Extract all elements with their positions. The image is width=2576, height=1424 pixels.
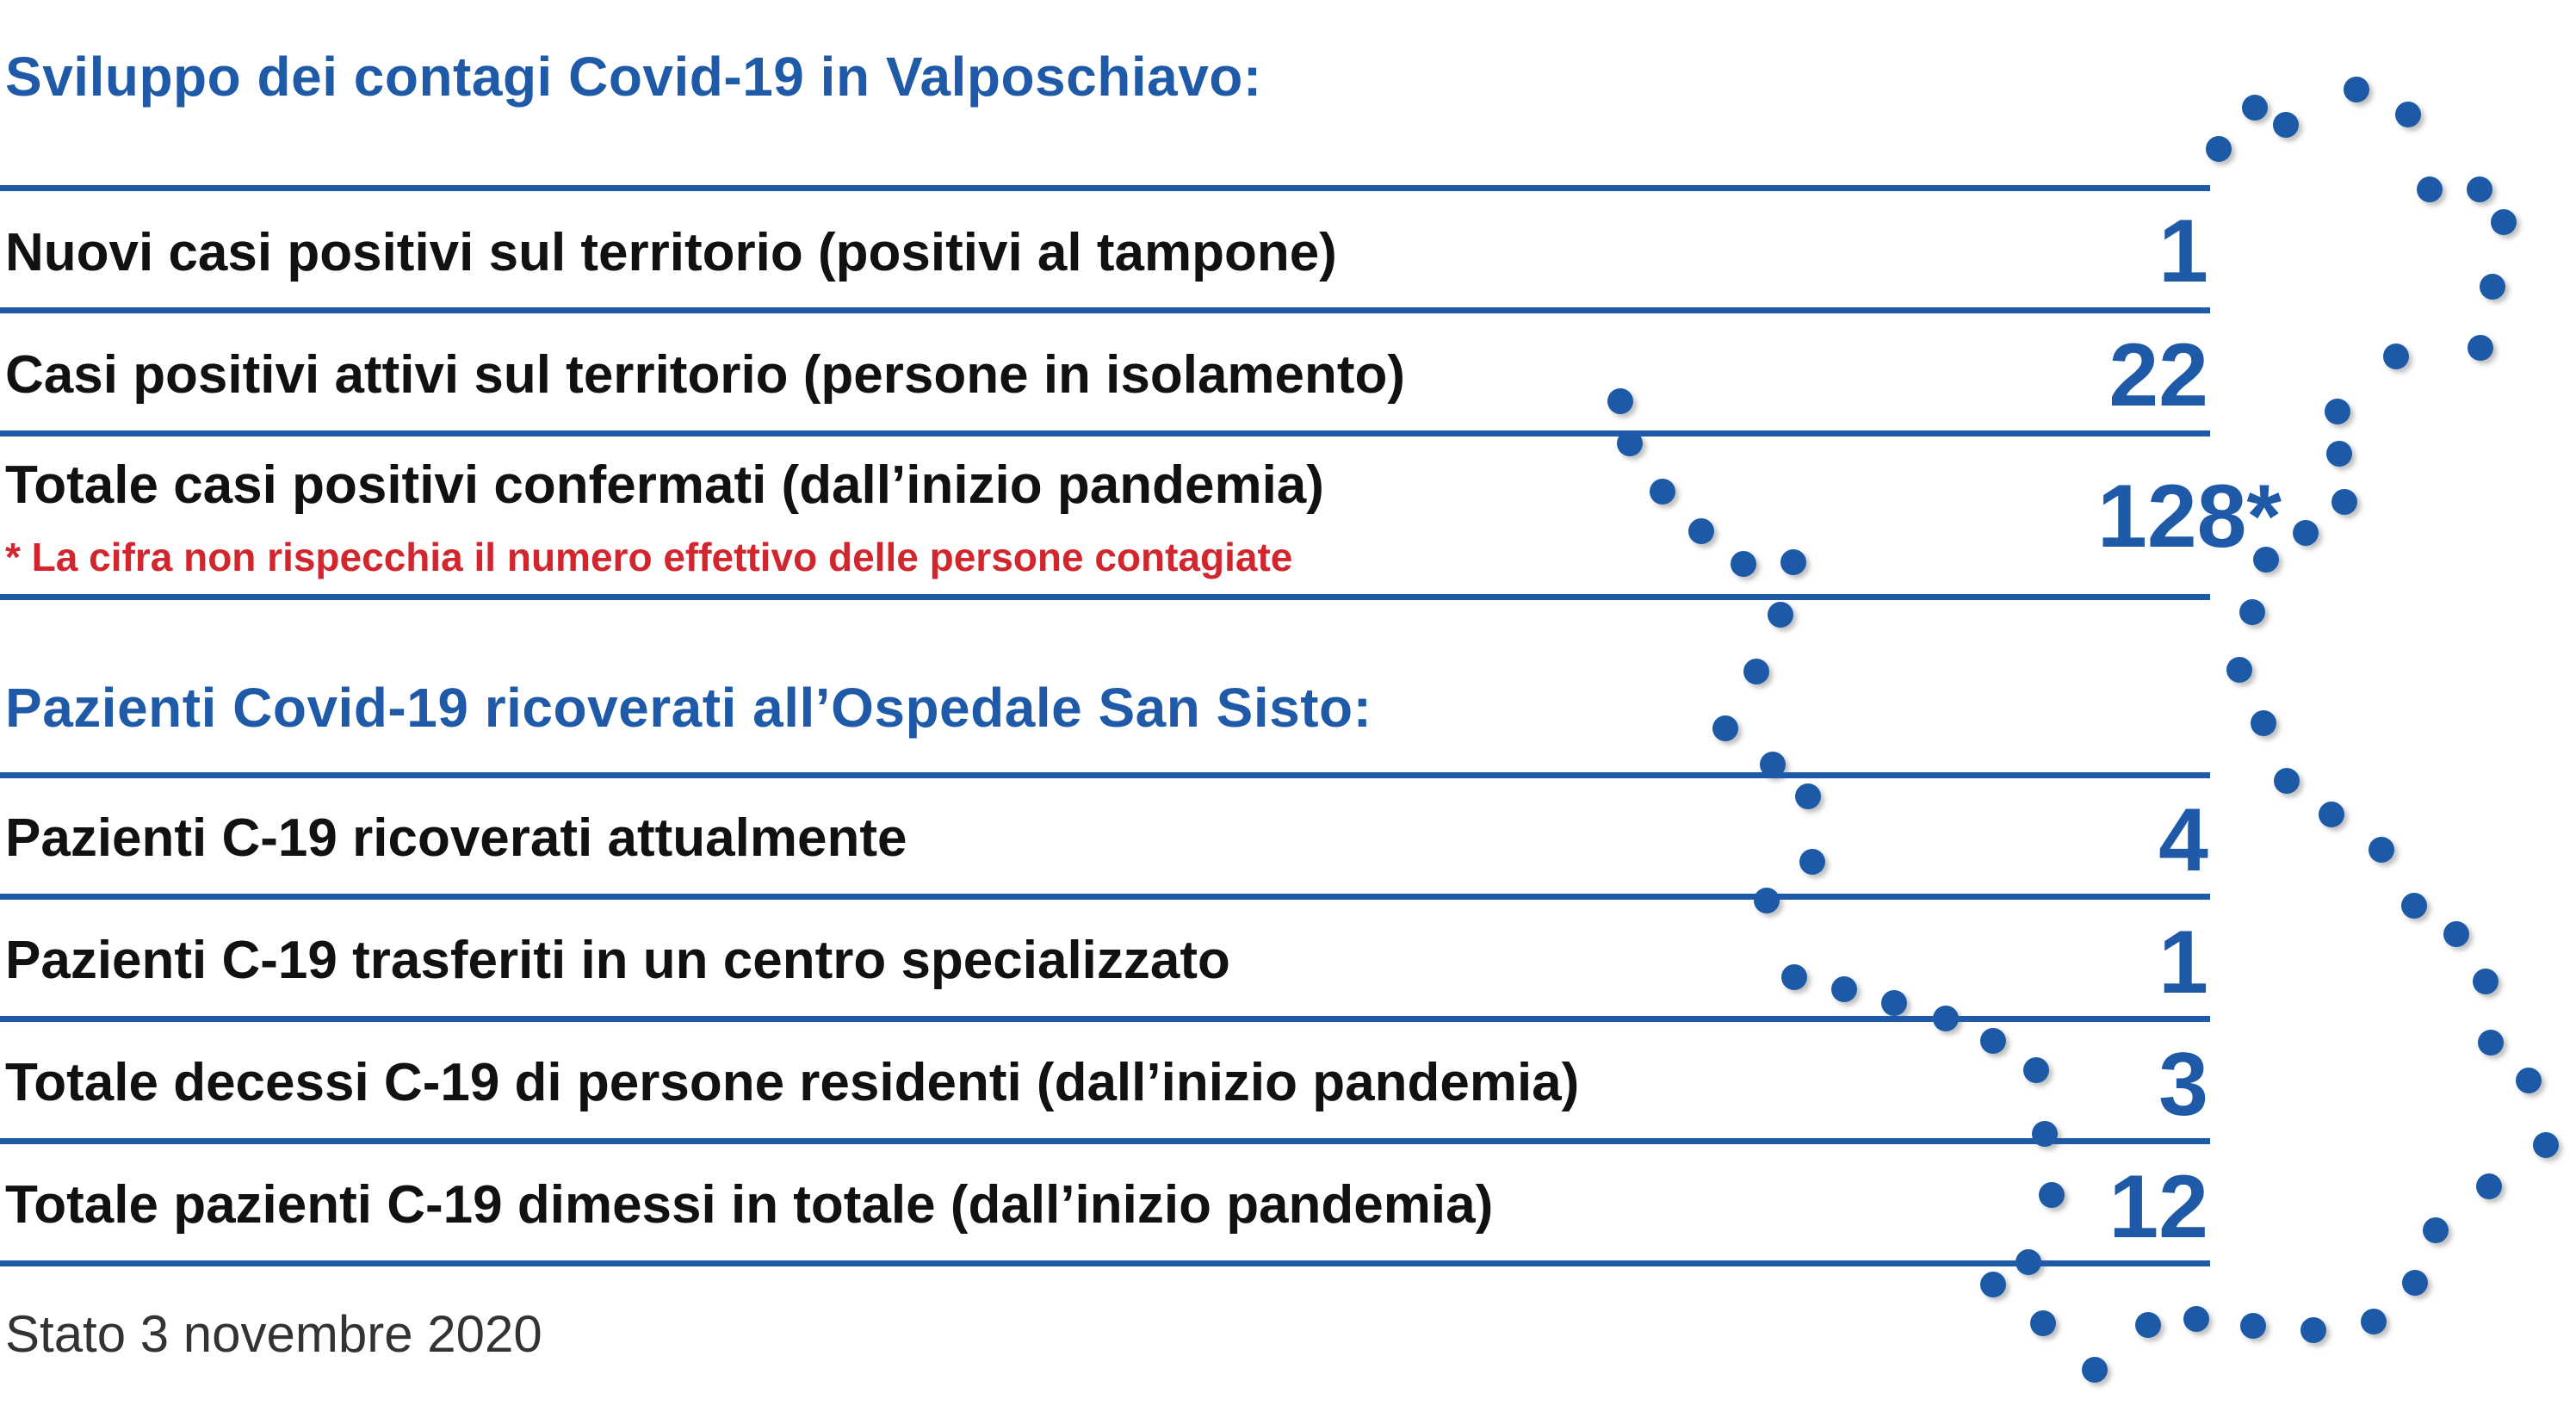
row-value-ricoverati: 4 bbox=[2158, 790, 2208, 890]
map-dot bbox=[1688, 518, 1714, 544]
map-dot bbox=[1831, 976, 1857, 1002]
map-dot bbox=[2401, 893, 2427, 919]
map-dot bbox=[2135, 1312, 2161, 1338]
map-dot bbox=[1712, 715, 1738, 741]
map-dot bbox=[2326, 441, 2352, 467]
row-value-decessi: 3 bbox=[2158, 1035, 2208, 1135]
map-dot bbox=[2253, 547, 2279, 573]
map-dot bbox=[1768, 602, 1793, 628]
map-dot bbox=[2319, 802, 2344, 827]
map-dot bbox=[2533, 1132, 2559, 1158]
footnote-casi: * La cifra non rispecchia il numero effe… bbox=[5, 535, 1293, 579]
map-dot bbox=[1881, 990, 1907, 1016]
map-dot bbox=[2361, 1309, 2387, 1334]
map-dot bbox=[2300, 1317, 2326, 1343]
map-dot bbox=[2478, 1030, 2504, 1056]
map-dot bbox=[1754, 888, 1780, 913]
map-dot bbox=[2226, 657, 2252, 683]
row-value-totale-casi: 128* bbox=[2097, 467, 2282, 567]
map-dot bbox=[2030, 1310, 2056, 1336]
map-dot bbox=[2443, 921, 2469, 947]
map-dot bbox=[2480, 274, 2505, 300]
row-value-trasferiti: 1 bbox=[2158, 913, 2208, 1012]
map-dot bbox=[2395, 102, 2421, 127]
map-dot bbox=[1743, 659, 1769, 684]
map-dot bbox=[2274, 768, 2300, 794]
map-dot bbox=[2467, 176, 2492, 202]
row-label-trasferiti: Pazienti C-19 trasferiti in un centro sp… bbox=[5, 931, 1230, 990]
map-dot bbox=[1781, 964, 1807, 990]
map-dot bbox=[2402, 1270, 2428, 1296]
map-dot bbox=[2331, 489, 2357, 515]
map-dot bbox=[1799, 849, 1825, 875]
divider bbox=[0, 894, 2210, 900]
divider bbox=[0, 594, 2210, 600]
map-dot bbox=[2082, 1357, 2108, 1383]
row-label-ricoverati: Pazienti C-19 ricoverati attualmente bbox=[5, 808, 907, 868]
map-dot bbox=[2206, 136, 2232, 162]
map-dot bbox=[1617, 430, 1643, 456]
map-dot bbox=[1795, 783, 1821, 809]
map-dot bbox=[1980, 1272, 2006, 1297]
map-dot bbox=[2242, 95, 2268, 121]
map-dot bbox=[2240, 1313, 2266, 1339]
map-dot bbox=[1650, 479, 1675, 505]
map-dot bbox=[2417, 176, 2443, 202]
map-dot bbox=[2476, 1173, 2502, 1199]
map-dot bbox=[1731, 551, 1756, 577]
section-title-pazienti: Pazienti Covid-19 ricoverati all’Ospedal… bbox=[5, 677, 1372, 739]
divider bbox=[0, 1138, 2210, 1144]
divider bbox=[0, 1016, 2210, 1022]
row-label-dimessi: Totale pazienti C-19 dimessi in totale (… bbox=[5, 1175, 1494, 1235]
map-dot bbox=[2325, 399, 2350, 424]
map-dot bbox=[2468, 335, 2493, 361]
map-dot bbox=[2039, 1182, 2065, 1208]
map-dot bbox=[2293, 520, 2319, 546]
row-label-decessi: Totale decessi C-19 di persone residenti… bbox=[5, 1053, 1580, 1112]
row-value-nuovi-casi: 1 bbox=[2158, 201, 2208, 301]
map-dot bbox=[2251, 710, 2276, 736]
map-dot bbox=[1760, 752, 1786, 777]
divider bbox=[0, 185, 2210, 191]
row-label-totale-casi: Totale casi positivi confermati (dall’in… bbox=[5, 455, 1324, 515]
divider bbox=[0, 307, 2210, 313]
status-date: Stato 3 novembre 2020 bbox=[5, 1305, 542, 1363]
section-title-contagi: Sviluppo dei contagi Covid-19 in Valposc… bbox=[5, 46, 1262, 108]
map-dot bbox=[2473, 969, 2499, 994]
map-dot bbox=[2491, 209, 2517, 235]
divider bbox=[0, 430, 2210, 436]
map-dot bbox=[2023, 1057, 2049, 1083]
map-dot bbox=[2369, 837, 2394, 863]
map-dot bbox=[2383, 344, 2409, 369]
divider bbox=[0, 1260, 2210, 1266]
map-dot bbox=[1980, 1028, 2006, 1054]
map-dot bbox=[2183, 1306, 2209, 1332]
map-dot bbox=[2239, 599, 2265, 625]
row-value-casi-attivi: 22 bbox=[2108, 325, 2208, 425]
row-value-dimessi: 12 bbox=[2108, 1157, 2208, 1257]
row-label-nuovi-casi: Nuovi casi positivi sul territorio (posi… bbox=[5, 223, 1337, 282]
divider bbox=[0, 772, 2210, 778]
map-dot bbox=[2516, 1068, 2542, 1093]
map-dot bbox=[1780, 549, 1806, 575]
map-dot bbox=[1607, 388, 1633, 414]
row-label-casi-attivi: Casi positivi attivi sul territorio (per… bbox=[5, 345, 1406, 405]
map-dot bbox=[2273, 112, 2299, 138]
map-dot bbox=[2423, 1217, 2449, 1243]
map-dot bbox=[2344, 77, 2369, 102]
